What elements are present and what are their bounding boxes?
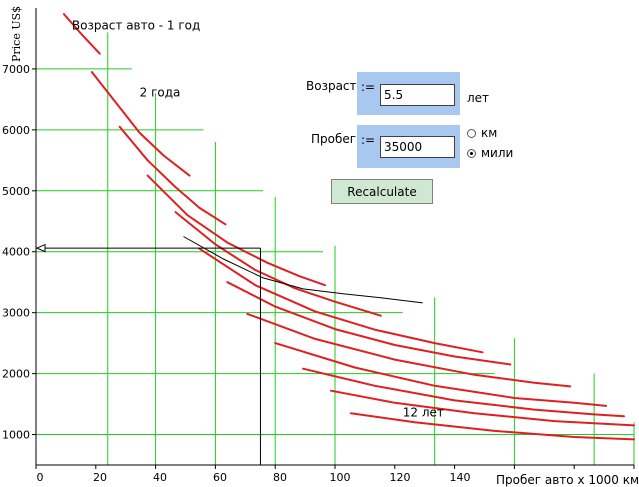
mileage-input[interactable] — [380, 136, 455, 158]
age-curve-4 — [146, 174, 326, 287]
x-tick-label: 60 — [213, 471, 227, 484]
curve-annotation-2: 2 года — [140, 85, 181, 99]
mileage-assign-sign: := — [361, 133, 376, 147]
annotations: Возраст авто - 1 год 2 года 12 лет — [72, 18, 444, 419]
age-curve-7 — [226, 281, 512, 366]
axes — [32, 8, 635, 469]
age-curve-1 — [62, 13, 101, 55]
radio-km-label: км — [481, 126, 498, 140]
age-curve-2 — [90, 71, 191, 177]
y-tick-label: 3000 — [2, 307, 30, 320]
x-tick-label: 120 — [390, 471, 411, 484]
y-tick-label: 6000 — [2, 124, 30, 137]
x-tick-label: 40 — [153, 471, 167, 484]
mileage-label: Пробег — [311, 132, 357, 146]
estimate-curve-group — [183, 236, 423, 304]
radio-km-circle[interactable] — [467, 128, 476, 138]
age-curve-5 — [174, 211, 382, 317]
radio-miles-label: мили — [481, 146, 514, 160]
y-tick-label: 7000 — [2, 63, 30, 76]
y-tick-label: 5000 — [2, 185, 30, 198]
age-curve-6 — [198, 247, 484, 354]
tick-labels: 0 20 40 60 80 100 120 140 1000 2000 3000 4000 5000 60… — [2, 63, 471, 484]
radio-km[interactable]: км — [467, 126, 497, 140]
age-curve-11 — [330, 389, 635, 427]
mileage-panel: := — [357, 125, 460, 168]
radio-miles-circle[interactable] — [467, 148, 476, 158]
curve-annotation-3: 12 лет — [403, 405, 444, 419]
depreciation-curves — [62, 13, 635, 441]
y-tick-label: 2000 — [2, 368, 30, 381]
x-tick-label: 0 — [37, 471, 44, 484]
x-tick-label: 140 — [450, 471, 471, 484]
age-input[interactable] — [380, 84, 455, 106]
x-axis-title: Пробег авто x 1000 км — [496, 473, 639, 487]
age-curve-3 — [118, 125, 227, 226]
age-panel: := — [357, 72, 460, 115]
grid-lines — [36, 32, 635, 465]
age-label: Возраст — [306, 79, 357, 93]
y-tick-label: 1000 — [2, 429, 30, 442]
recalculate-button[interactable]: Recalculate — [331, 179, 433, 204]
marker-arrowhead — [35, 243, 46, 253]
x-tick-label: 100 — [330, 471, 351, 484]
age-curve-12 — [349, 412, 635, 441]
x-tick-label: 20 — [93, 471, 107, 484]
y-tick-label: 4000 — [2, 246, 30, 259]
age-assign-sign: := — [361, 80, 376, 94]
age-curve-8 — [246, 312, 572, 388]
x-tick-label: 80 — [273, 471, 287, 484]
age-curve-10 — [302, 367, 625, 418]
curve-annotation-1: Возраст авто - 1 год — [72, 18, 200, 32]
value-marker-group — [35, 243, 261, 465]
estimate-curve — [183, 236, 423, 304]
radio-miles[interactable]: мили — [467, 146, 513, 160]
y-axis-title: Price US$ — [10, 6, 23, 62]
age-curve-9 — [274, 342, 608, 407]
age-unit: лет — [467, 91, 490, 105]
